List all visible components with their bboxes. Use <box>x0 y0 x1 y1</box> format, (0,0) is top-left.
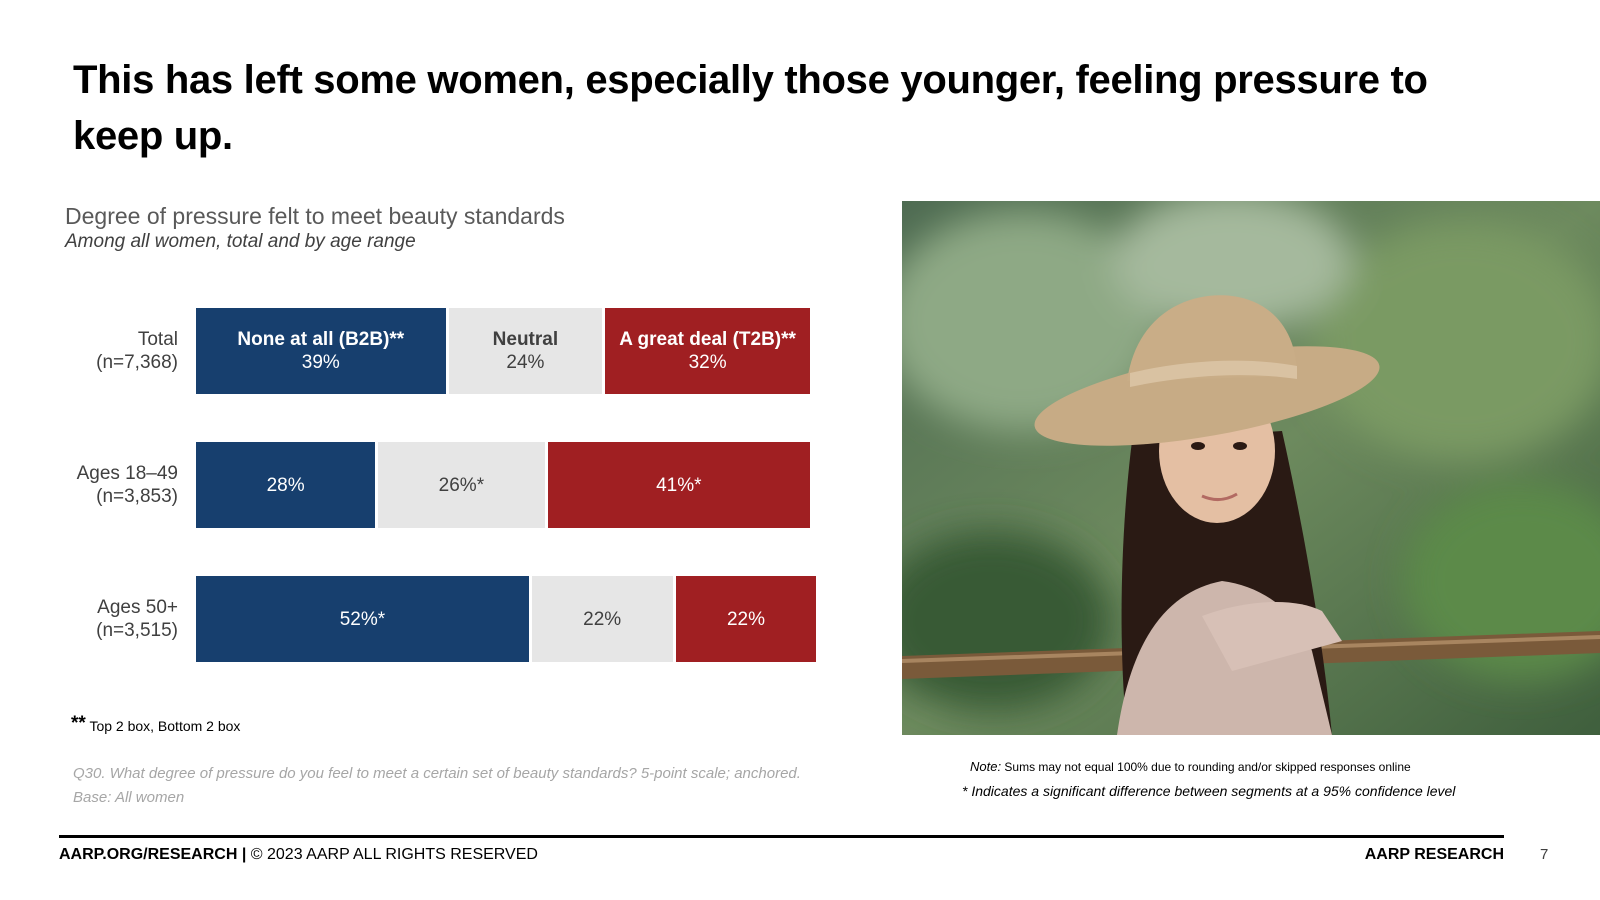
bar-row: None at all (B2B)** 39% Neutral 24% A great … <box>196 308 826 394</box>
chart-subtitle: Among all women, total and by age range <box>65 231 416 252</box>
series-legend-label: A great deal (T2B)** <box>619 329 796 350</box>
footer-site-link[interactable]: AARP.ORG/RESEARCH | <box>59 846 247 863</box>
base-text: Base: All women <box>73 789 185 806</box>
note-label: Note: <box>970 759 1002 774</box>
category-name: Ages 18–49 <box>76 463 178 484</box>
significance-note: * Indicates a significant difference bet… <box>962 783 1456 799</box>
bar-segment: 26%* <box>378 442 545 528</box>
data-label: 39% <box>301 352 340 373</box>
footer-left: AARP.ORG/RESEARCH | © 2023 AARP ALL RIGH… <box>59 846 538 864</box>
category-name: Ages 50+ <box>97 597 178 618</box>
bar-segment: None at all (B2B)** 39% <box>196 308 446 394</box>
data-label: 22% <box>726 608 765 630</box>
category-label: Ages 50+ (n=3,515) <box>40 596 178 642</box>
woman-in-hat-photo <box>902 201 1600 735</box>
question-source: Q30. What degree of pressure do you feel… <box>73 762 801 810</box>
category-name: Total <box>137 329 178 350</box>
category-label: Total (n=7,368) <box>40 328 178 374</box>
data-label: 52%* <box>339 608 386 630</box>
data-label: 28% <box>266 474 305 496</box>
bar-segment: 22% <box>531 576 673 662</box>
category-label: Ages 18–49 (n=3,853) <box>40 462 178 508</box>
bar-segment: Neutral 24% <box>448 308 603 394</box>
bar-segment: 52%* <box>196 576 529 662</box>
bar-row: 28% 26%* 41%* <box>196 442 826 528</box>
footnote-top-bottom-box: ** Top 2 box, Bottom 2 box <box>71 713 240 735</box>
footer-divider <box>59 835 1504 838</box>
footer-brand: AARP RESEARCH <box>1364 846 1504 863</box>
series-legend-label: None at all (B2B)** <box>237 329 405 350</box>
series-legend-label: Neutral <box>492 329 559 350</box>
bar-segment: 41%* <box>547 442 810 528</box>
footnote-text: Top 2 box, Bottom 2 box <box>89 718 241 734</box>
data-label: 22% <box>583 608 622 630</box>
data-label: 32% <box>688 352 727 373</box>
footnote-stars: ** <box>71 713 86 734</box>
note-text: Sums may not equal 100% due to rounding … <box>1004 760 1411 774</box>
note: Note: Sums may not equal 100% due to rou… <box>970 759 1411 774</box>
footer-copyright: © 2023 AARP ALL RIGHTS RESERVED <box>246 846 538 863</box>
category-sample-size: (n=7,368) <box>96 352 178 373</box>
category-sample-size: (n=3,515) <box>96 620 178 641</box>
chart-title: Degree of pressure felt to meet beauty s… <box>65 203 565 229</box>
data-label: 24% <box>506 352 545 373</box>
question-text: Q30. What degree of pressure do you feel… <box>73 765 801 782</box>
slide-title: This has left some women, especially tho… <box>73 58 1428 158</box>
data-label: 26%* <box>438 474 485 496</box>
bar-row: 52%* 22% 22% <box>196 576 826 662</box>
data-label: 41%* <box>656 474 702 496</box>
bar-segment: 28% <box>196 442 376 528</box>
bar-segment: A great deal (T2B)** 32% <box>605 308 810 394</box>
page-number: 7 <box>1540 846 1549 863</box>
bar-segment: 22% <box>675 576 817 662</box>
category-sample-size: (n=3,853) <box>96 486 178 507</box>
